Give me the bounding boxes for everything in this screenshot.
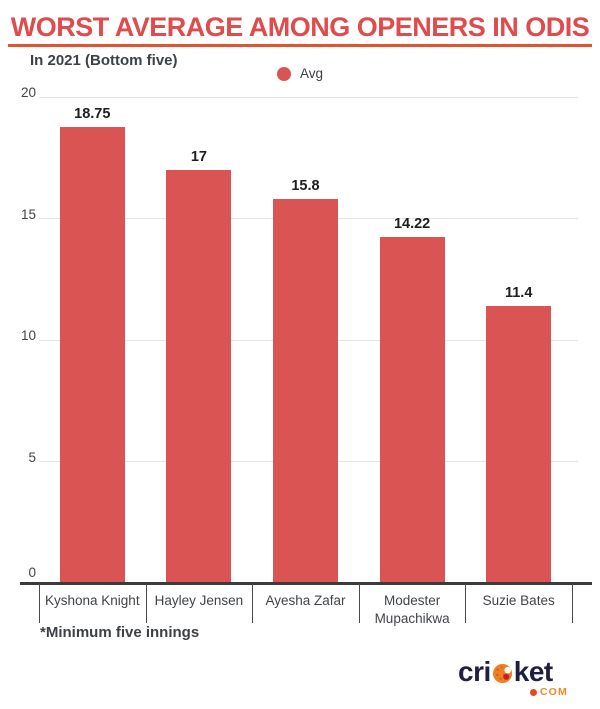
x-axis-tick — [465, 584, 466, 623]
y-axis-label: 10 — [20, 328, 36, 343]
bar[interactable] — [379, 237, 445, 583]
bar[interactable] — [59, 127, 125, 583]
bar-value-label: 11.4 — [504, 284, 533, 301]
cricket-ball-icon — [492, 663, 512, 683]
x-axis-label: Ayesha Zafar — [265, 593, 346, 608]
logo-tld: COM — [458, 686, 570, 698]
y-axis-label: 15 — [20, 206, 36, 222]
bar[interactable] — [486, 305, 552, 583]
tld-label: COM — [539, 686, 568, 698]
footnote: *Minimum five innings — [40, 624, 200, 641]
bar[interactable] — [273, 199, 338, 583]
tld-dot-icon — [529, 688, 537, 696]
x-axis-label: Hayley Jensen — [154, 593, 244, 608]
cricket-wordmark: cri ket — [458, 658, 570, 686]
legend-label: Avg — [299, 66, 324, 81]
x-axis-line — [20, 582, 592, 585]
y-axis-label: 0 — [28, 565, 36, 580]
title-underline — [8, 44, 592, 47]
bar-value-label: 14.22 — [393, 216, 431, 233]
y-axis-label: 5 — [28, 449, 36, 465]
x-axis-label: Suzie Bates — [482, 593, 555, 608]
bar-value-label: 15.8 — [291, 178, 320, 195]
x-axis-label: Kyshona Knight — [45, 593, 140, 608]
legend[interactable]: Avg — [0, 66, 600, 81]
x-axis-tick — [572, 584, 573, 623]
y-axis-label: 20 — [20, 85, 36, 100]
cricket-logo: cri ket COM — [458, 658, 570, 699]
bar-value-label: 17 — [190, 148, 207, 165]
x-axis-tick — [252, 584, 253, 623]
legend-marker-icon — [276, 66, 291, 81]
gridline — [39, 96, 578, 98]
bar-value-label: 18.75 — [74, 106, 111, 123]
x-axis-label: Modester Mupachikwa — [374, 593, 450, 626]
chart-title: WORST AVERAGE AMONG OPENERS IN ODIS — [10, 12, 590, 42]
x-axis-tick — [146, 584, 147, 623]
wordmark-left: cri — [458, 656, 491, 687]
wordmark-right: ket — [513, 656, 553, 687]
chart-subtitle: In 2021 (Bottom five) — [30, 52, 178, 69]
x-axis-tick — [39, 584, 40, 623]
bar[interactable] — [166, 169, 232, 583]
x-axis-tick — [359, 584, 360, 623]
